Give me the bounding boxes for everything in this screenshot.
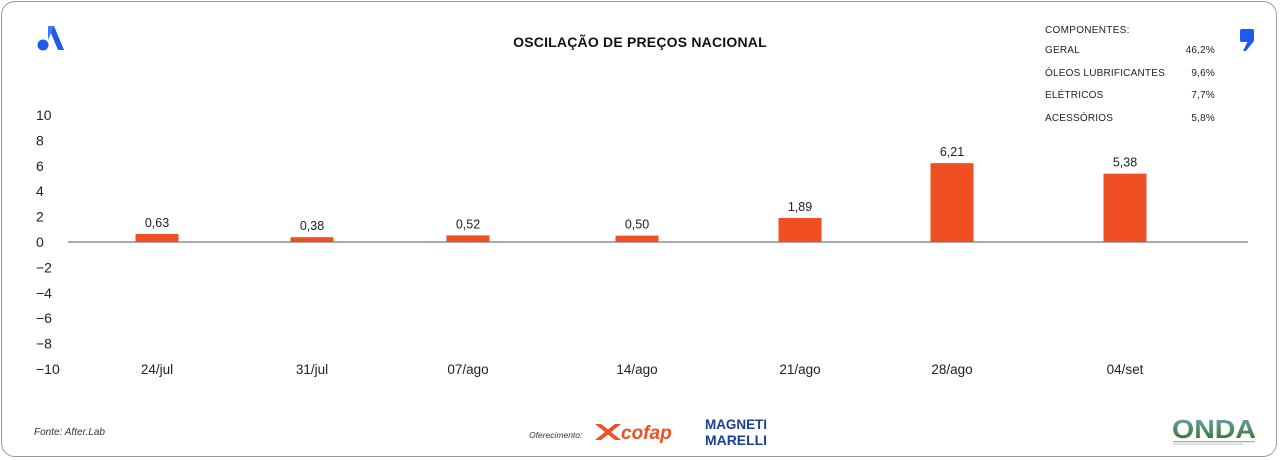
bar <box>930 163 974 242</box>
component-value: 5,8% <box>1191 112 1215 124</box>
data-label: 5,38 <box>1113 156 1137 170</box>
y-tick-label: 2 <box>36 209 44 225</box>
y-tick-label: 8 <box>36 132 44 148</box>
bar <box>135 233 179 242</box>
component-label: ELÉTRICOS <box>1045 90 1104 101</box>
component-value: 9,6% <box>1191 67 1215 79</box>
data-label: 0,52 <box>456 217 480 231</box>
chart-title: OSCILAÇÃO DE PREÇOS NACIONAL <box>513 34 767 50</box>
after-lab-a-icon <box>37 26 64 51</box>
y-tick-label: −8 <box>36 336 52 352</box>
y-tick-label: 0 <box>36 234 44 250</box>
bar <box>615 235 659 242</box>
x-tick-label: 04/set <box>1107 362 1144 377</box>
data-label: 0,50 <box>625 218 649 232</box>
y-tick-label: −4 <box>36 285 52 301</box>
components-heading: COMPONENTES: <box>1045 25 1130 36</box>
cofap-logo: cofap <box>595 423 672 444</box>
cofap-logo-text: cofap <box>621 423 672 444</box>
y-tick-label: 6 <box>36 158 44 174</box>
component-value: 46,2% <box>1185 45 1215 56</box>
onda-logo: ONDA <box>1172 414 1256 445</box>
magneti-text: MAGNETI <box>705 416 767 432</box>
component-row: GERAL 46,2% <box>1045 42 1215 65</box>
x-tick-label: 28/ago <box>931 362 972 377</box>
component-value: 7,7% <box>1191 90 1215 101</box>
y-tick-label: −6 <box>36 310 52 326</box>
component-row: ÓLEOS LUBRIFICANTES 9,6% <box>1045 65 1215 88</box>
onda-logo-text: ONDA <box>1172 414 1256 444</box>
sponsor-label: Oferecimento: <box>529 430 583 440</box>
x-tick-label: 31/jul <box>296 362 328 377</box>
bar <box>1103 173 1147 242</box>
components-legend: COMPONENTES: GERAL 46,2% ÓLEOS LUBRIFICA… <box>1045 24 1215 132</box>
bar <box>290 237 334 242</box>
data-label: 0,63 <box>145 216 169 230</box>
x-tick-label: 24/jul <box>141 362 173 377</box>
data-label: 6,21 <box>940 145 964 159</box>
bar <box>446 235 490 242</box>
bar <box>778 217 822 242</box>
component-label: GERAL <box>1045 45 1080 56</box>
comma-quote-icon <box>1240 29 1254 51</box>
component-label: ACESSÓRIOS <box>1045 112 1114 124</box>
marelli-text: MARELLI <box>705 432 767 448</box>
source-note: Fonte: After.Lab <box>34 427 105 438</box>
component-row: ELÉTRICOS 7,7% <box>1045 87 1215 110</box>
magneti-marelli-logo: MAGNETI MARELLI <box>705 416 767 448</box>
x-tick-label: 14/ago <box>616 362 657 377</box>
y-tick-label: 10 <box>36 107 52 123</box>
y-tick-label: −10 <box>36 361 60 377</box>
y-tick-label: −2 <box>36 259 52 275</box>
component-label: ÓLEOS LUBRIFICANTES <box>1045 67 1165 79</box>
component-row: ACESSÓRIOS 5,8% <box>1045 110 1215 133</box>
data-label: 0,38 <box>300 219 324 233</box>
x-tick-label: 21/ago <box>779 362 820 377</box>
data-label: 1,89 <box>788 200 812 214</box>
y-tick-label: 4 <box>36 183 44 199</box>
x-tick-label: 07/ago <box>447 362 488 377</box>
